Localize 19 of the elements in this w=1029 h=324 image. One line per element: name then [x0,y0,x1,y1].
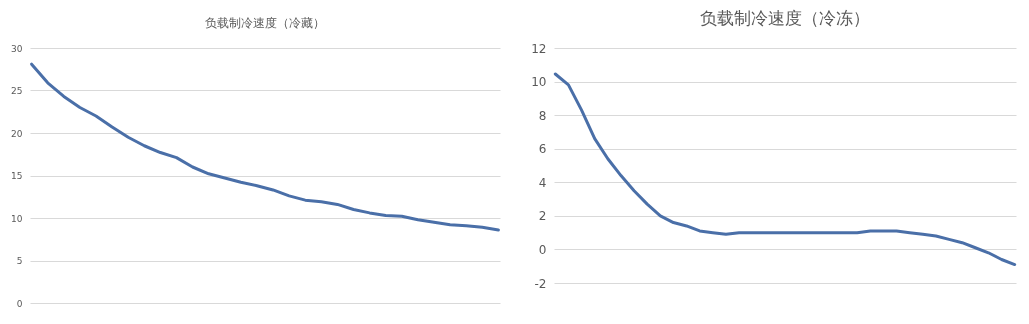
y-tick-label: 0 [538,242,547,257]
y-tick-label: 25 [11,86,23,96]
line-series [553,72,1017,267]
chart-title: 负载制冷速度（冷冻） [700,8,870,28]
y-tick-label: 0 [16,298,23,309]
y-tick-label: 20 [11,128,23,139]
y-tick-label: 10 [531,75,547,90]
y-tick-label: 15 [11,171,23,181]
line-series [30,62,500,232]
y-tick-label: 6 [538,142,547,157]
y-tick-label: 4 [538,175,547,190]
y-tick-label: 30 [11,43,23,54]
y-tick-label: 8 [538,108,547,123]
y-tick-label: 12 [531,41,547,56]
y-tick-label: 5 [16,256,23,266]
chart-title: 负载制冷速度（冷藏） [205,16,325,30]
y-tick-label: 10 [11,213,23,224]
y-tick-label: 2 [538,209,547,224]
y-tick-label: -2 [534,276,547,291]
